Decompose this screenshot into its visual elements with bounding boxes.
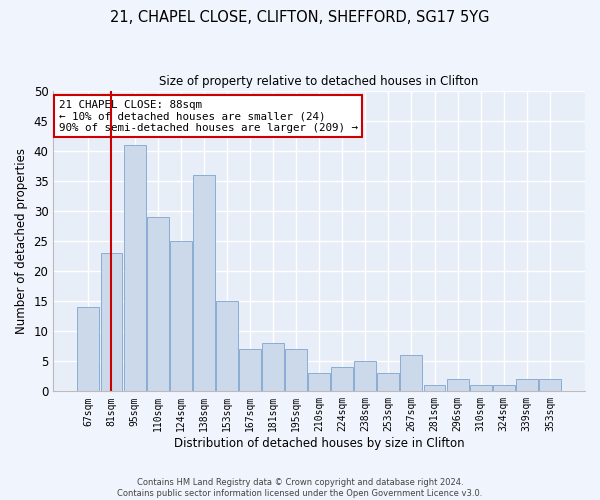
Bar [355,362,376,392]
Bar [539,380,561,392]
Bar [193,175,215,392]
Bar [77,307,100,392]
Bar [516,380,538,392]
Bar [239,349,261,392]
Text: 21 CHAPEL CLOSE: 88sqm
← 10% of detached houses are smaller (24)
90% of semi-det: 21 CHAPEL CLOSE: 88sqm ← 10% of detached… [59,100,358,133]
Bar [124,144,146,392]
Bar [262,343,284,392]
Bar [470,386,491,392]
Bar [400,355,422,392]
Bar [493,386,515,392]
Text: 21, CHAPEL CLOSE, CLIFTON, SHEFFORD, SG17 5YG: 21, CHAPEL CLOSE, CLIFTON, SHEFFORD, SG1… [110,10,490,25]
Bar [424,386,445,392]
Bar [146,217,169,392]
Bar [308,374,330,392]
Y-axis label: Number of detached properties: Number of detached properties [15,148,28,334]
Title: Size of property relative to detached houses in Clifton: Size of property relative to detached ho… [160,75,479,88]
Text: Contains HM Land Registry data © Crown copyright and database right 2024.
Contai: Contains HM Land Registry data © Crown c… [118,478,482,498]
Bar [216,301,238,392]
Bar [170,241,191,392]
X-axis label: Distribution of detached houses by size in Clifton: Distribution of detached houses by size … [174,437,464,450]
Bar [377,374,400,392]
Bar [285,349,307,392]
Bar [446,380,469,392]
Bar [101,253,122,392]
Bar [331,368,353,392]
